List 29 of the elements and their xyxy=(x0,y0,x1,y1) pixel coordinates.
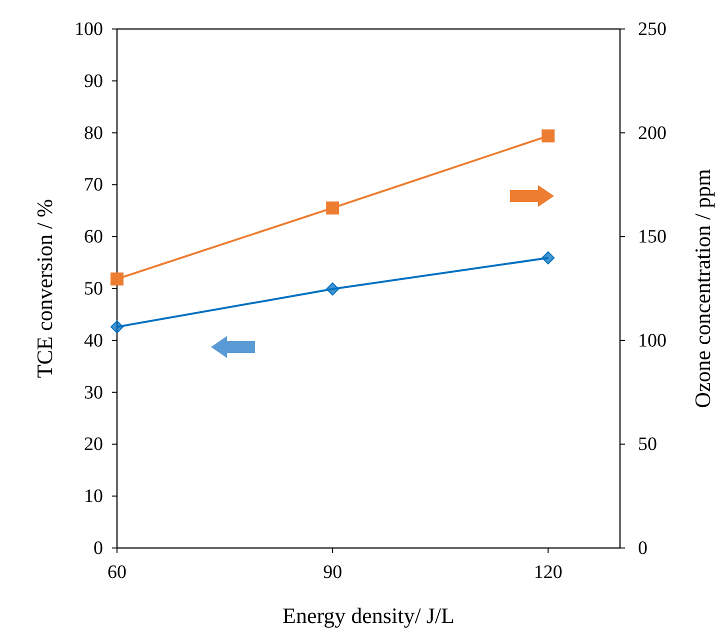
y-tick-label: 100 xyxy=(74,19,103,40)
x-tick-label: 90 xyxy=(323,562,342,583)
point xyxy=(110,320,124,334)
y2-tick-label: 0 xyxy=(638,538,648,559)
y2-tick-label: 100 xyxy=(638,330,666,352)
x-axis-title: Energy density/ J/L xyxy=(282,603,454,628)
x-tick-label: 120 xyxy=(534,562,562,583)
y-tick-label: 20 xyxy=(84,434,103,456)
y-axis-title: TCE conversion / % xyxy=(32,198,57,378)
y-tick-label: 40 xyxy=(84,330,103,352)
y-tick-label: 80 xyxy=(84,122,103,144)
y-tick-label: 60 xyxy=(84,226,103,248)
y-tick-label: 0 xyxy=(94,538,103,559)
y-tick-label: 30 xyxy=(84,382,103,404)
point xyxy=(326,282,340,296)
point xyxy=(326,201,340,214)
y2-tick-label: 250 xyxy=(638,19,666,40)
y2-axis-title: Ozone concentration / ppm xyxy=(690,169,715,408)
x-tick-label: 60 xyxy=(108,562,126,583)
y-tick-label: 90 xyxy=(84,70,103,92)
point xyxy=(542,129,555,142)
point xyxy=(110,272,124,286)
y2-tick-label: 50 xyxy=(638,434,657,456)
y2-tick-label: 200 xyxy=(638,122,666,144)
y-tick-label: 50 xyxy=(84,278,103,300)
y-tick-label: 70 xyxy=(84,174,103,196)
y-tick-label: 10 xyxy=(84,486,103,508)
y2-tick-label: 150 xyxy=(638,226,666,248)
point xyxy=(542,251,555,264)
